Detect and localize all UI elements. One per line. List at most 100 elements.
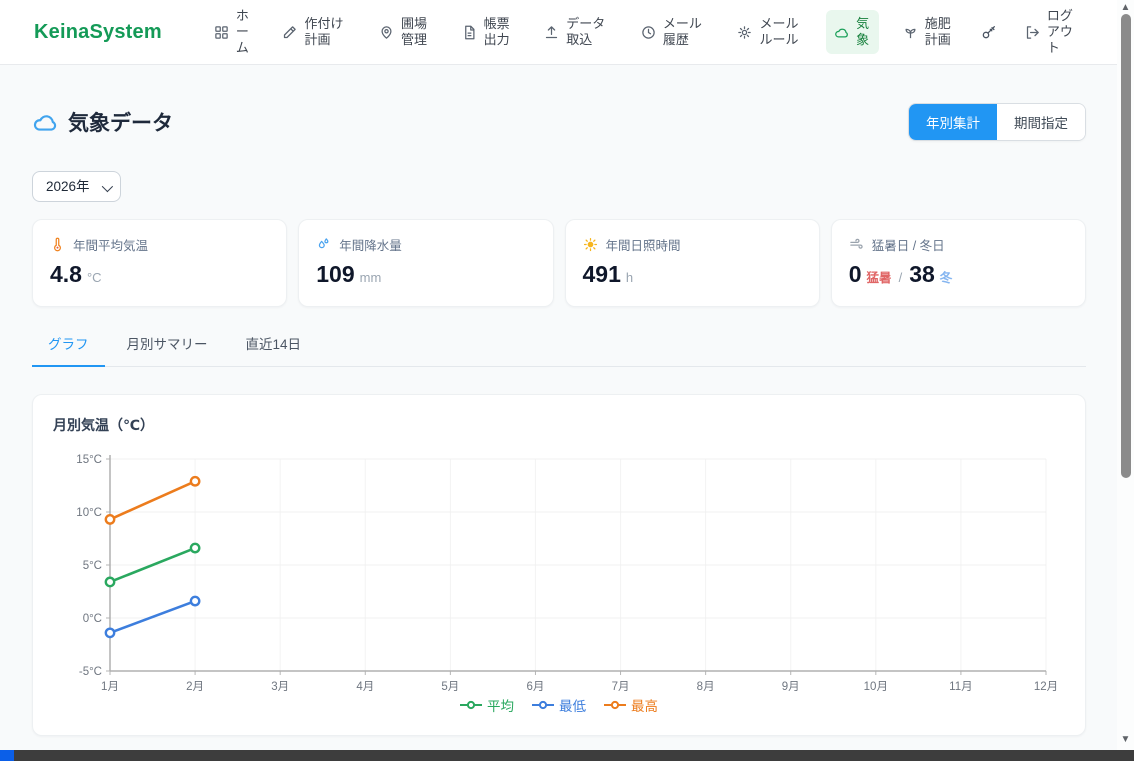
scroll-up-arrow[interactable]: ▲ <box>1120 2 1131 13</box>
stat-label: 猛暑日 / 冬日 <box>871 239 945 253</box>
legend-item-平均[interactable]: 平均 <box>460 695 514 715</box>
nav-item-fertilizer-plan[interactable]: 施肥計画 <box>895 10 962 55</box>
legend-marker-icon <box>532 700 554 710</box>
page-title-text: 気象データ <box>68 112 173 135</box>
stat-card-avg-temp: 年間平均気温 4.8 °C <box>32 219 288 307</box>
svg-text:15°C: 15°C <box>76 454 102 466</box>
svg-text:12月: 12月 <box>1034 681 1058 691</box>
winter-days-label: 冬 <box>939 271 953 285</box>
svg-text:1月: 1月 <box>101 681 119 691</box>
legend-item-最高[interactable]: 最高 <box>604 695 658 715</box>
separator: / <box>898 270 903 285</box>
year-select[interactable]: 2026年 <box>32 171 121 202</box>
svg-text:7月: 7月 <box>612 681 630 691</box>
stat-value: 4.8 <box>50 261 82 287</box>
legend-item-最低[interactable]: 最低 <box>532 695 586 715</box>
report-icon <box>462 25 477 40</box>
tab-recent-14-days[interactable]: 直近14日 <box>245 337 302 352</box>
tab-monthly-summary[interactable]: 月別サマリー <box>126 337 208 352</box>
key-button[interactable] <box>977 20 1001 44</box>
svg-text:5°C: 5°C <box>83 560 102 572</box>
nav-item-label: 作付け計画 <box>304 15 344 47</box>
svg-text:10°C: 10°C <box>76 507 102 519</box>
cloud-icon <box>32 109 58 135</box>
nav-item-data-import[interactable]: データ取込 <box>536 10 617 55</box>
stat-value-hot-days: 0 <box>848 261 862 287</box>
svg-text:9月: 9月 <box>782 681 800 691</box>
nav-item-mail-rules[interactable]: メールルール <box>729 10 810 55</box>
stat-unit: h <box>625 270 634 285</box>
svg-text:10月: 10月 <box>864 681 888 691</box>
upload-icon <box>544 25 559 40</box>
scrollbar-thumb[interactable] <box>1120 14 1131 478</box>
year-select-wrap: 2026年 <box>32 171 121 202</box>
nav-item-field-management[interactable]: 圃場管理 <box>371 10 438 55</box>
bottom-bar-accent <box>0 750 14 761</box>
nav-item-label: メールルール <box>759 15 799 47</box>
legend-label: 平均 <box>487 699 514 714</box>
sun-icon <box>583 237 598 252</box>
chart-card: 月別気温（℃） 1月 2月 3月 4月 5月 6月 7月 8月 9月 10月 11月 12月 15°C 1… <box>32 394 1086 736</box>
nav-item-home[interactable]: ホーム <box>206 2 259 63</box>
main-content: 気象データ 年別集計 期間指定 2026年 年間平均気温 4.8 °C <box>0 103 1134 736</box>
droplets-icon <box>316 237 331 252</box>
grid-icon <box>214 25 229 40</box>
history-icon <box>641 25 656 40</box>
nav-item-weather[interactable]: 気象 <box>826 9 880 55</box>
thermometer-icon <box>50 237 65 252</box>
nav-item-label: メール履歴 <box>662 15 702 47</box>
wind-icon <box>849 237 864 252</box>
stat-cards: 年間平均気温 4.8 °C 年間降水量 109 mm <box>32 219 1086 307</box>
nav-item-crop-plan[interactable]: 作付け計画 <box>274 10 355 55</box>
stat-label: 年間降水量 <box>339 239 402 253</box>
chart-legend: 平均 最低 最高 <box>53 695 1065 715</box>
nav-item-label: 気象 <box>856 15 870 47</box>
gear-icon <box>737 25 752 40</box>
nav-item-label: 施肥計画 <box>924 15 951 47</box>
seedling-icon <box>903 25 918 40</box>
svg-text:11月: 11月 <box>949 681 972 691</box>
period-toggle-button[interactable]: 期間指定 <box>997 104 1085 140</box>
nav-item-mail-history[interactable]: メール履歴 <box>633 10 714 55</box>
svg-text:3月: 3月 <box>271 681 289 691</box>
nav-item-label: ホーム <box>235 7 249 56</box>
stat-card-sunshine: 年間日照時間 491 h <box>564 219 820 307</box>
legend-label: 最低 <box>559 699 586 714</box>
aggregation-toggle: 年別集計 期間指定 <box>908 103 1086 141</box>
app-logo[interactable]: KeinaSystem <box>34 20 162 43</box>
nav-menu: ホーム 作付け計画 圃場管理 帳票出力 データ取込 <box>206 2 1084 63</box>
nav-item-label: ログアウト <box>1046 7 1073 56</box>
cloud-icon <box>834 25 849 40</box>
svg-text:2月: 2月 <box>186 681 204 691</box>
key-icon <box>981 24 997 40</box>
vertical-scrollbar: ▲ ▼ <box>1117 0 1134 761</box>
yearly-toggle-button[interactable]: 年別集計 <box>909 104 997 140</box>
stat-value: 491 <box>582 261 621 287</box>
nav-item-label: 圃場管理 <box>401 15 428 47</box>
scroll-down-arrow[interactable]: ▼ <box>1120 734 1131 745</box>
stat-unit: mm <box>359 270 382 285</box>
nav-item-report-output[interactable]: 帳票出力 <box>454 10 521 55</box>
legend-label: 最高 <box>631 699 658 714</box>
svg-text:4月: 4月 <box>356 681 374 691</box>
stat-card-precipitation: 年間降水量 109 mm <box>298 219 554 307</box>
map-pin-icon <box>379 25 394 40</box>
svg-text:0°C: 0°C <box>83 613 102 625</box>
svg-text:5月: 5月 <box>441 681 459 691</box>
stat-unit: °C <box>86 270 102 285</box>
view-tabs: グラフ 月別サマリー 直近14日 <box>32 333 1086 367</box>
bottom-bar <box>0 750 1134 761</box>
nav-item-logout[interactable]: ログアウト <box>1017 2 1084 63</box>
legend-marker-icon <box>604 700 626 710</box>
stat-value: 109 <box>316 261 355 287</box>
chart-title: 月別気温（℃） <box>53 417 154 433</box>
svg-text:-5°C: -5°C <box>79 666 102 678</box>
page-title: 気象データ <box>32 107 173 137</box>
stat-label: 年間日照時間 <box>605 239 681 253</box>
tab-graph[interactable]: グラフ <box>32 333 105 367</box>
nav-item-label: データ取込 <box>566 15 606 47</box>
stat-card-extreme-days: 猛暑日 / 冬日 0 猛暑 / 38 冬 <box>830 219 1086 307</box>
temperature-chart: 1月 2月 3月 4月 5月 6月 7月 8月 9月 10月 11月 12月 15°C 10°C 5°C 0°… <box>76 454 1058 691</box>
stat-value-winter-days: 38 <box>909 261 935 287</box>
svg-text:6月: 6月 <box>527 681 545 691</box>
